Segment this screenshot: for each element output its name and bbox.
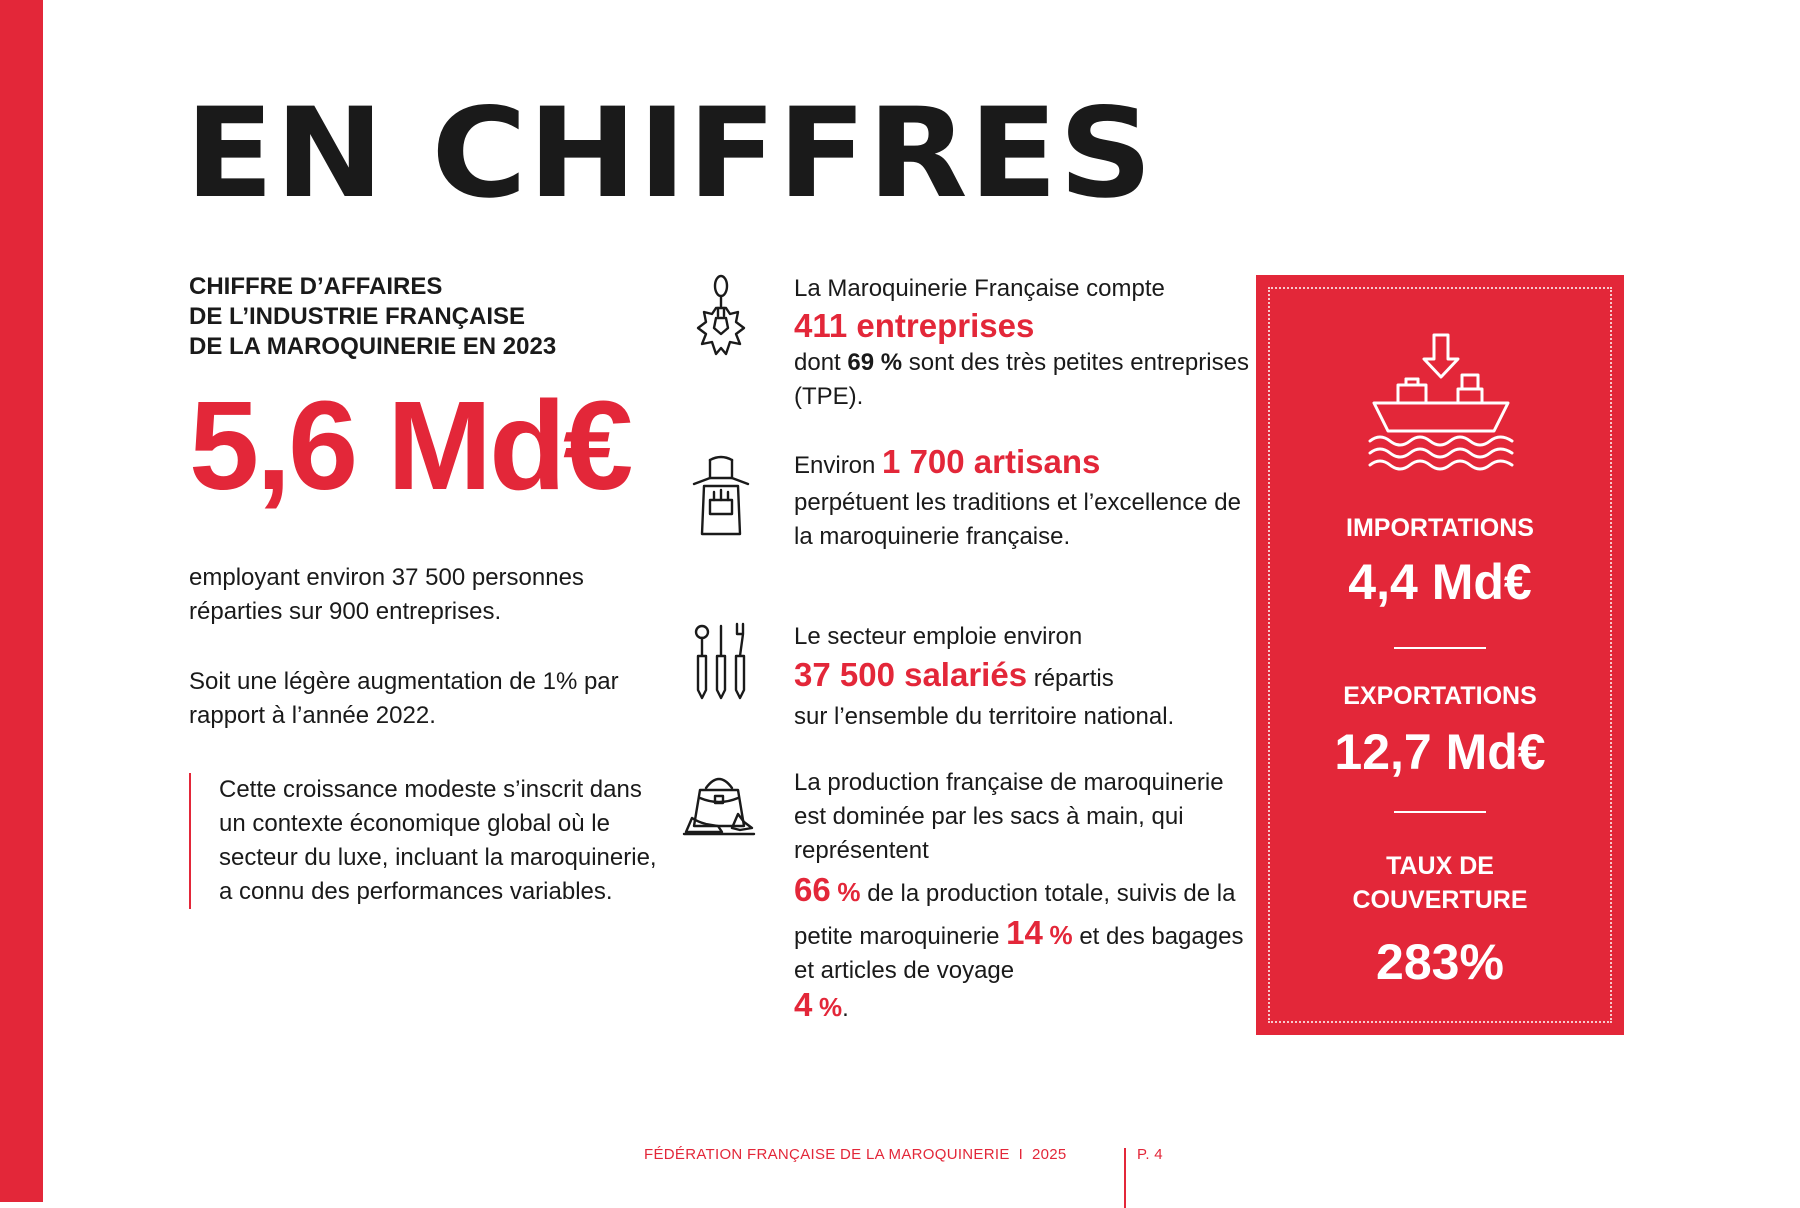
footer-page-number: P. 4 (1137, 1146, 1163, 1163)
stat-artisans: Environ 1 700 artisans perpétuent les tr… (690, 442, 1250, 592)
stat-entreprises-highlight: 411 entreprises (794, 307, 1035, 344)
trade-panel-dotted-border (1268, 287, 1612, 1023)
stat-entreprises-dont: dont (794, 349, 841, 376)
stat-salaries-rest1: répartis (1033, 665, 1114, 692)
turnover-heading: CHIFFRE D’AFFAIRES DE L’INDUSTRIE FRANÇA… (189, 272, 609, 362)
stat-entreprises-intro: La Maroquinerie Française compte (794, 275, 1165, 302)
leather-tools-icon (694, 622, 746, 700)
stat-salaries-intro: Le secteur emploie environ (794, 623, 1083, 650)
context-quote-text: Cette croissance modeste s’inscrit dans … (219, 776, 657, 905)
stat-production-text: La production française de maroquinerie … (794, 766, 1254, 1026)
stat-production-v1-unit: % (837, 877, 861, 907)
turnover-value: 5,6 Md€ (189, 375, 633, 516)
stat-salaries-rest2: sur l’ensemble du territoire national. (794, 703, 1175, 730)
apron-icon (692, 455, 750, 536)
imports-value: 4,4 Md€ (1348, 554, 1532, 610)
stat-production: La production française de maroquinerie … (682, 766, 1250, 1046)
footer-divider (1124, 1148, 1126, 1208)
stat-entreprises-rest: sont des très petites entreprises (TPE). (794, 349, 1249, 410)
leather-hide-icon (696, 274, 746, 356)
exports-label: EXPORTATIONS (1343, 682, 1537, 710)
stat-production-v1-num: 66 (794, 871, 831, 908)
turnover-heading-line: DE L’INDUSTRIE FRANÇAISE (189, 303, 526, 330)
panel-separator (1394, 647, 1486, 649)
stat-production-v2-unit: % (1049, 920, 1073, 950)
stat-artisans-line1: Environ 1 700 artisans (794, 442, 1254, 486)
stat-artisans-highlight: 1 700 artisans (882, 443, 1101, 480)
left-accent-bar (0, 0, 43, 1202)
turnover-heading-line: CHIFFRE D’AFFAIRES (189, 273, 443, 300)
stat-salaries-text: Le secteur emploie environ 37 500 salari… (794, 620, 1254, 734)
stat-entreprises-detail: dont 69 % sont des très petites entrepri… (794, 346, 1254, 414)
stat-artisans-rest: perpétuent les traditions et l’excellenc… (794, 489, 1241, 550)
context-quote: Cette croissance modeste s’inscrit dans … (189, 773, 659, 909)
exports-value: 12,7 Md€ (1334, 724, 1546, 780)
stat-salaries: Le secteur emploie environ 37 500 salari… (690, 620, 1250, 730)
stat-production-v3-num: 4 (794, 986, 813, 1023)
coverage-value: 283% (1376, 934, 1504, 990)
turnover-heading-line: DE LA MAROQUINERIE EN 2023 (189, 333, 557, 360)
employment-paragraph: employant environ 37 500 personnes répar… (189, 564, 584, 625)
panel-separator (1394, 811, 1486, 813)
cargo-ship-import-icon (1368, 333, 1514, 471)
stat-production-v3-unit: % (819, 992, 843, 1022)
stat-production-text3: et des bagages et articles de voyage (794, 923, 1244, 984)
stat-production-v2-num: 14 (1006, 914, 1043, 951)
imports-label: IMPORTATIONS (1346, 514, 1534, 542)
handbag-shoe-icon (682, 777, 756, 836)
stat-entreprises-pct: 69 % (847, 349, 903, 376)
stat-artisans-text: Environ 1 700 artisans perpétuent les tr… (794, 442, 1254, 554)
growth-paragraph: Soit une légère augmentation de 1% par r… (189, 668, 619, 729)
stat-entreprises: La Maroquinerie Française compte 411 ent… (690, 272, 1250, 412)
stat-production-text1: La production française de maroquinerie … (794, 769, 1224, 864)
trade-panel: IMPORTATIONS 4,4 Md€ EXPORTATIONS 12,7 M… (1256, 275, 1624, 1035)
stat-production-text2: de la production totale, suivis de la pe… (794, 880, 1236, 950)
stat-salaries-highlight: 37 500 salariés (794, 656, 1028, 693)
coverage-label-line1: TAUX DE (1386, 852, 1494, 880)
stat-production-text4: . (842, 995, 849, 1022)
coverage-label-line2: COUVERTURE (1352, 886, 1528, 914)
stat-salaries-line2: 37 500 salariés répartis (794, 654, 1254, 700)
page-title: EN CHIFFRES (185, 82, 1154, 226)
stat-entreprises-text: La Maroquinerie Française compte 411 ent… (794, 272, 1254, 414)
stat-artisans-intro: Environ (794, 452, 876, 479)
footer-publisher: FÉDÉRATION FRANÇAISE DE LA MAROQUINERIE … (644, 1146, 1067, 1163)
